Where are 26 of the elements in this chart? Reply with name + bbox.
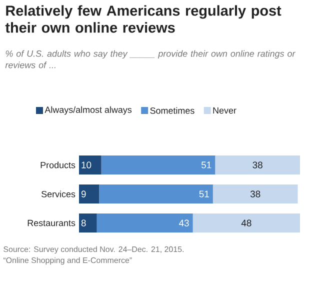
data-label: 8: [81, 220, 86, 226]
bar: [79, 184, 100, 204]
data-label: 10: [82, 162, 92, 168]
bar: [215, 155, 300, 174]
data-label: 48: [241, 220, 252, 226]
y-tick-label: Products: [40, 162, 76, 168]
data-label: 38: [252, 162, 262, 168]
bar: [212, 184, 298, 204]
bar: [79, 214, 97, 233]
chart-subtitle: % of U.S. adults who say they _____ provide their own online ratings or reviews of ...: [5, 50, 296, 68]
bar: [79, 155, 102, 174]
y-tick-label: Services: [42, 190, 76, 198]
bar: [192, 214, 300, 233]
data-label: 38: [250, 190, 260, 198]
legend-label: Sometimes: [150, 107, 194, 114]
data-label: 43: [178, 220, 189, 226]
bar: [101, 155, 216, 174]
chart-title: Relatively few Americans regularly post their own online reviews: [5, 5, 282, 33]
y-tick-label: Restaurants: [28, 220, 76, 226]
data-label: 9: [81, 190, 86, 198]
bar: [99, 184, 213, 204]
legend-label: Always/almost always: [44, 106, 132, 115]
data-label: 51: [201, 162, 212, 168]
data-label: 51: [199, 190, 209, 198]
legend-label: Never: [213, 107, 236, 114]
bar: [96, 214, 193, 233]
